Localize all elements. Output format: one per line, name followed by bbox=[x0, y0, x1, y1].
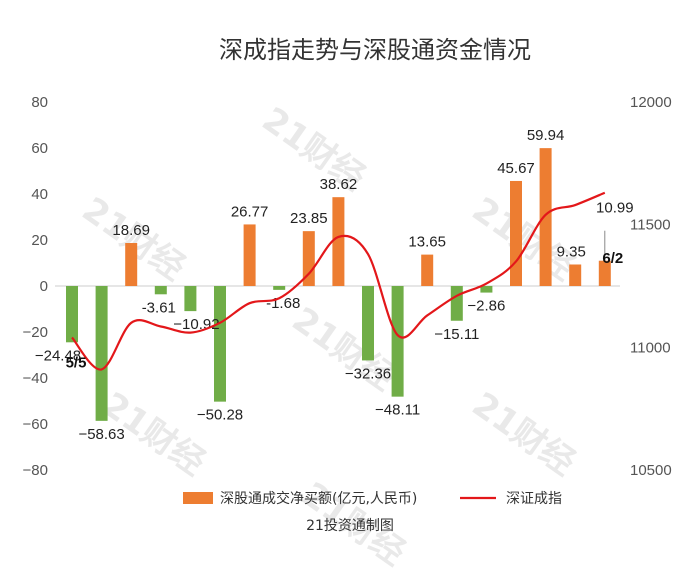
bar bbox=[95, 286, 108, 421]
bar-value-label: 9.35 bbox=[557, 243, 586, 260]
watermark-text: 21财经 bbox=[465, 190, 582, 289]
left-tick-label: 80 bbox=[31, 94, 48, 111]
bar bbox=[66, 286, 78, 343]
bar bbox=[243, 224, 256, 286]
bar-series bbox=[66, 148, 611, 421]
bar-value-label: 23.85 bbox=[290, 210, 328, 227]
left-tick-label: −40 bbox=[23, 370, 48, 387]
right-tick-label: 10500 bbox=[630, 462, 672, 479]
bar-value-label: −48.11 bbox=[375, 402, 420, 419]
bar-value-label: −32.36 bbox=[345, 365, 391, 382]
right-tick-label: 12000 bbox=[630, 94, 672, 111]
bar-value-label: −50.28 bbox=[197, 407, 243, 424]
bar bbox=[362, 286, 374, 361]
left-tick-label: −20 bbox=[23, 324, 48, 341]
legend-bar-swatch bbox=[183, 492, 213, 504]
bar bbox=[184, 286, 197, 312]
legend-line-label: 深证成指 bbox=[506, 491, 562, 507]
bar bbox=[302, 231, 315, 286]
bar bbox=[480, 286, 493, 293]
bar bbox=[332, 197, 345, 286]
bar bbox=[598, 260, 611, 286]
left-tick-label: 40 bbox=[31, 186, 48, 203]
left-tick-label: −60 bbox=[23, 416, 48, 433]
left-tick-label: −80 bbox=[23, 462, 48, 479]
bar-value-label: 26.77 bbox=[231, 203, 269, 220]
bar-value-label: 59.94 bbox=[527, 127, 565, 144]
bar bbox=[214, 286, 226, 402]
left-tick-label: 0 bbox=[40, 278, 48, 295]
bar bbox=[125, 243, 138, 286]
right-tick-label: 11500 bbox=[630, 217, 671, 234]
left-axis: 80 60 40 20 0 −20 −40 −60 −80 bbox=[23, 94, 48, 479]
bar bbox=[154, 286, 167, 295]
date-label: 5/5 bbox=[66, 355, 87, 372]
bar-labels: −24.48−58.6318.69-3.61−10.92−50.2826.77-… bbox=[35, 127, 634, 443]
left-tick-label: 60 bbox=[31, 140, 48, 157]
bar bbox=[273, 286, 286, 290]
bar-value-label: −24.48 bbox=[35, 347, 81, 364]
source-note: 21投资通制图 bbox=[306, 518, 394, 534]
legend-bar-label: 深股通成交净买额(亿元,人民币) bbox=[220, 490, 417, 507]
bar-value-label: -1.68 bbox=[266, 295, 300, 312]
bar-value-label: −15.11 bbox=[434, 326, 479, 343]
bar bbox=[569, 264, 582, 286]
date-label: 6/2 bbox=[602, 250, 623, 267]
bar-value-label: 10.99 bbox=[596, 200, 634, 217]
right-axis: 12000 11500 11000 10500 bbox=[630, 94, 672, 479]
chart-title: 深成指走势与深股通资金情况 bbox=[219, 36, 531, 64]
watermark-text: 21财经 bbox=[465, 385, 582, 484]
bar bbox=[421, 254, 434, 286]
bar bbox=[510, 180, 522, 286]
bar-value-label: 38.62 bbox=[320, 176, 358, 193]
bar bbox=[450, 286, 463, 321]
left-tick-label: 20 bbox=[31, 232, 48, 249]
bar-value-label: 18.69 bbox=[112, 222, 150, 239]
bar bbox=[391, 286, 404, 397]
bar-value-label: 45.67 bbox=[497, 160, 535, 177]
bar-value-label: −58.63 bbox=[78, 426, 124, 443]
bar-value-label: 13.65 bbox=[408, 234, 446, 251]
legend: 深股通成交净买额(亿元,人民币) 深证成指 bbox=[183, 490, 562, 507]
bar-value-label: −2.86 bbox=[467, 298, 505, 315]
index-line bbox=[71, 191, 606, 371]
bar-value-label: -3.61 bbox=[142, 299, 176, 316]
watermark-text: 21财经 bbox=[285, 300, 402, 399]
right-tick-label: 11000 bbox=[630, 339, 671, 356]
date-labels: 5/5 6/2 bbox=[66, 250, 624, 372]
bar bbox=[539, 148, 552, 286]
